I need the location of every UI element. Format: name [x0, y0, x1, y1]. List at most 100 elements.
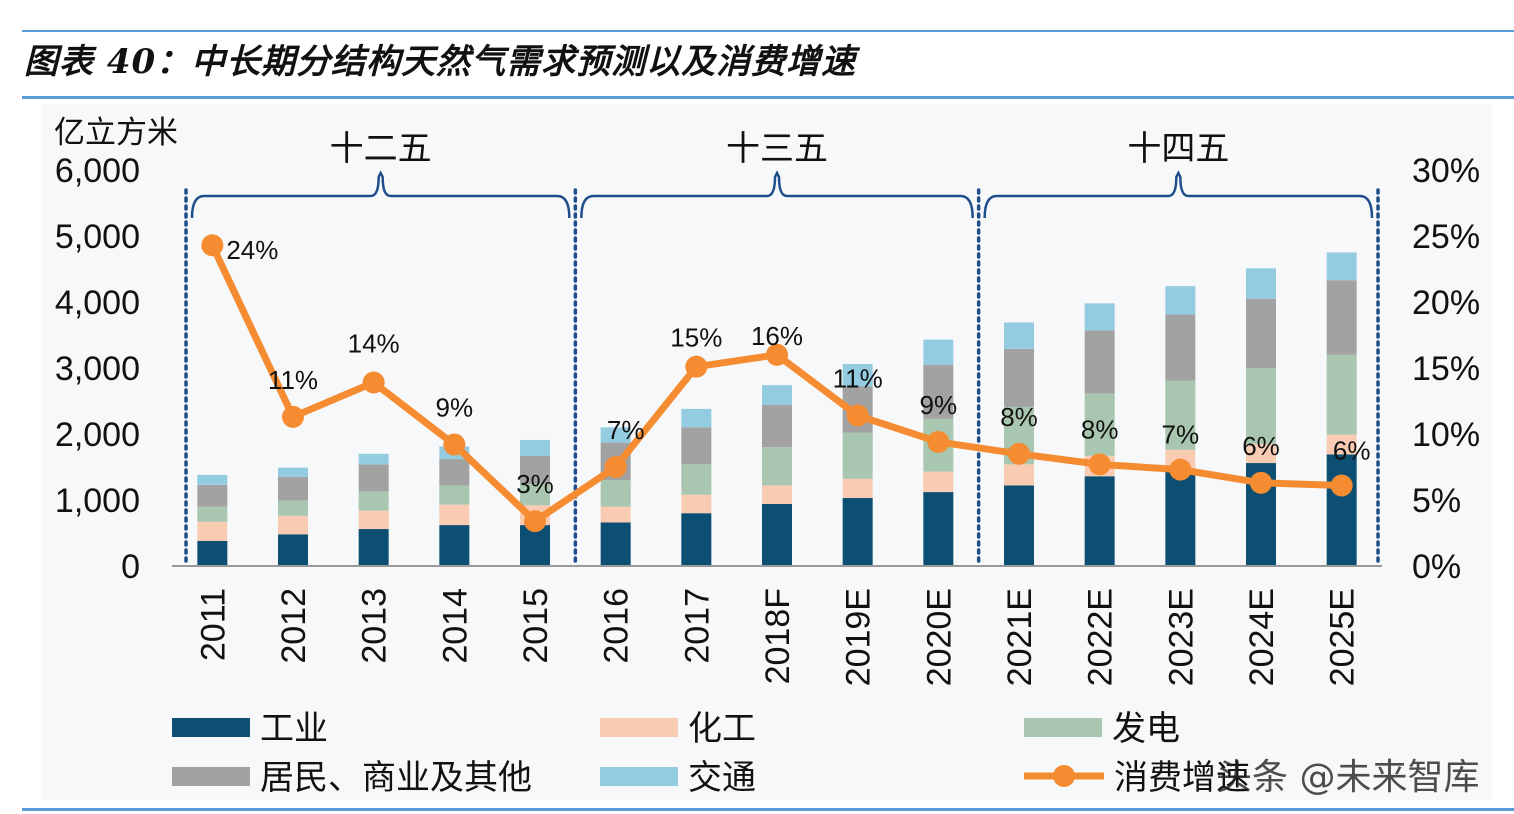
legend-label: 化工: [688, 709, 756, 749]
x-tick-label: 2018F: [759, 588, 797, 684]
bar-segment: [1165, 380, 1196, 450]
bar-segment: [681, 427, 712, 465]
bar-segment: [1004, 464, 1034, 486]
growth-label: 9%: [920, 390, 958, 420]
growth-label: 6%: [1333, 435, 1371, 465]
bar-segment: [197, 506, 228, 522]
y2-tick-label: 10%: [1412, 416, 1480, 454]
legend-label: 消费增速: [1114, 758, 1250, 798]
legend-swatch: [600, 767, 678, 786]
title-bottom-rule: [22, 96, 1514, 99]
period-label: 十三五: [726, 129, 828, 169]
bar-segment: [923, 339, 954, 365]
bar-segment: [600, 522, 631, 566]
growth-label: 15%: [670, 323, 722, 353]
y-tick-label: 5,000: [55, 218, 140, 256]
bar-segment: [1246, 298, 1276, 368]
bar-segment: [681, 513, 712, 566]
bar-segment: [520, 439, 550, 456]
period-brace: [580, 170, 974, 219]
bar-segment: [278, 500, 308, 516]
bar-segment: [520, 455, 550, 485]
title-top-rule: [22, 30, 1514, 32]
bar-segment: [600, 480, 631, 507]
growth-point: [524, 510, 546, 533]
legend-swatch: [172, 718, 250, 737]
growth-label: 24%: [226, 235, 278, 265]
growth-point: [927, 430, 950, 453]
x-tick-label: 2019E: [840, 588, 878, 686]
bar-segment: [358, 510, 389, 530]
legend-label: 居民、商业及其他: [260, 758, 532, 798]
y-tick-label: 1,000: [55, 482, 140, 520]
bar-segment: [197, 484, 228, 507]
bar-segment: [600, 506, 631, 523]
y-tick-label: 4,000: [55, 284, 140, 322]
y-tick-label: 0: [121, 548, 140, 586]
x-tick-label: 2012: [275, 588, 313, 664]
x-tick-label: 2015: [517, 588, 555, 664]
bar-segment: [1326, 354, 1357, 435]
bar-segment: [681, 494, 712, 514]
x-tick-label: 2022E: [1082, 588, 1120, 686]
growth-point: [766, 343, 788, 366]
y-axis-unit-label: 亿立方米: [54, 115, 178, 151]
bar-segment: [762, 385, 792, 405]
bar-segment: [278, 515, 308, 535]
growth-point: [1250, 471, 1272, 494]
x-tick-label: 2025E: [1324, 588, 1362, 686]
bar-segment: [600, 427, 631, 443]
growth-label: 11%: [833, 364, 883, 394]
legend-label: 交通: [688, 758, 756, 798]
bar-segment: [1084, 330, 1115, 394]
bar-segment: [197, 474, 228, 485]
y2-tick-label: 5%: [1412, 482, 1461, 520]
bar-segment: [842, 432, 873, 479]
growth-label: 11%: [268, 365, 318, 395]
y-tick-label: 3,000: [55, 350, 140, 388]
bar-segment: [842, 364, 873, 387]
bar-segment: [358, 453, 389, 465]
bar-segment: [1084, 303, 1115, 331]
bar-segment: [439, 504, 470, 526]
x-tick-label: 2021E: [1001, 588, 1039, 686]
figure-title: 图表 40：中长期分结构天然气需求预测以及消费增速: [24, 42, 857, 82]
growth-label: 8%: [1000, 402, 1038, 432]
bar-segment: [197, 540, 228, 566]
growth-label: 8%: [1081, 414, 1119, 444]
bar-segment: [358, 529, 389, 566]
bar-segment: [278, 476, 308, 501]
bar-segment: [1004, 485, 1034, 566]
y2-tick-label: 30%: [1412, 152, 1480, 190]
x-tick-label: 2024E: [1243, 588, 1281, 686]
y2-tick-label: 15%: [1412, 350, 1480, 388]
bar-segment: [439, 459, 470, 486]
growth-label: 7%: [607, 415, 645, 445]
x-tick-label: 2016: [598, 588, 636, 664]
period-label: 十四五: [1127, 129, 1229, 169]
bar-segment: [1326, 434, 1357, 455]
bar-segment: [1246, 368, 1276, 444]
growth-label: 3%: [516, 469, 554, 499]
bar-segment: [1326, 280, 1357, 355]
growth-label: 16%: [751, 321, 803, 351]
legend-line-marker: [1053, 765, 1075, 787]
period-brace: [983, 170, 1374, 219]
growth-point: [1008, 442, 1030, 465]
bar-segment: [1326, 252, 1357, 281]
growth-label: 6%: [1242, 431, 1280, 461]
bar-segment: [681, 408, 712, 428]
y-tick-label: 2,000: [55, 416, 140, 454]
growth-label: 9%: [436, 393, 474, 423]
bottom-rule: [22, 808, 1514, 811]
y2-tick-label: 20%: [1412, 284, 1480, 322]
period-label: 十二五: [330, 129, 432, 169]
y2-tick-label: 0%: [1412, 548, 1461, 586]
growth-point: [282, 405, 304, 428]
bar-segment: [1004, 322, 1034, 349]
bar-segment: [1326, 454, 1357, 566]
legend-swatch: [172, 767, 250, 786]
bar-segment: [842, 478, 873, 499]
bar-segment: [520, 484, 550, 506]
y-tick-label: 6,000: [55, 152, 140, 190]
